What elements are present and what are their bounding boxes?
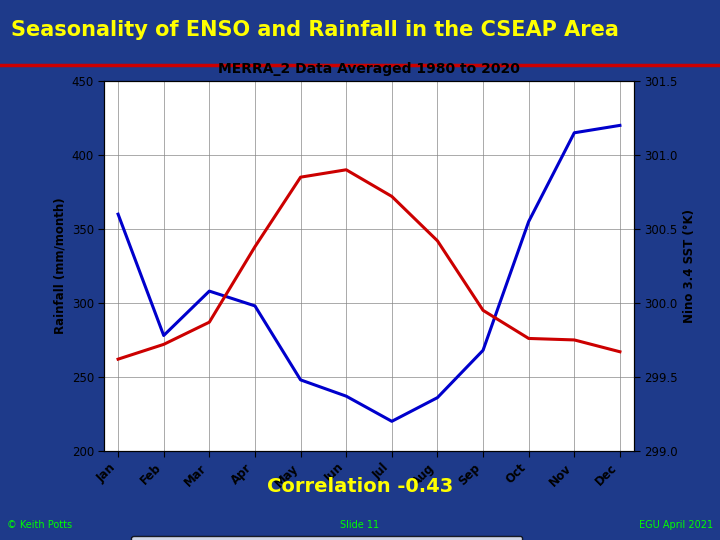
Y-axis label: Nino 3.4 SST (°K): Nino 3.4 SST (°K) xyxy=(683,209,696,323)
Y-axis label: Rainfall (mm/month): Rainfall (mm/month) xyxy=(53,198,66,334)
Text: Slide 11: Slide 11 xyxy=(341,520,379,530)
Text: Seasonality of ENSO and Rainfall in the CSEAP Area: Seasonality of ENSO and Rainfall in the … xyxy=(11,21,618,40)
Text: © Keith Potts: © Keith Potts xyxy=(7,520,72,530)
Text: Correlation -0.43: Correlation -0.43 xyxy=(267,476,453,496)
Legend: MERRA 2 Rain CSEAP Area, MERRA 2 Nino 3.4 SST: MERRA 2 Rain CSEAP Area, MERRA 2 Nino 3.… xyxy=(131,536,522,540)
Title: MERRA_2 Data Averaged 1980 to 2020: MERRA_2 Data Averaged 1980 to 2020 xyxy=(218,62,520,76)
Text: EGU April 2021: EGU April 2021 xyxy=(639,520,713,530)
